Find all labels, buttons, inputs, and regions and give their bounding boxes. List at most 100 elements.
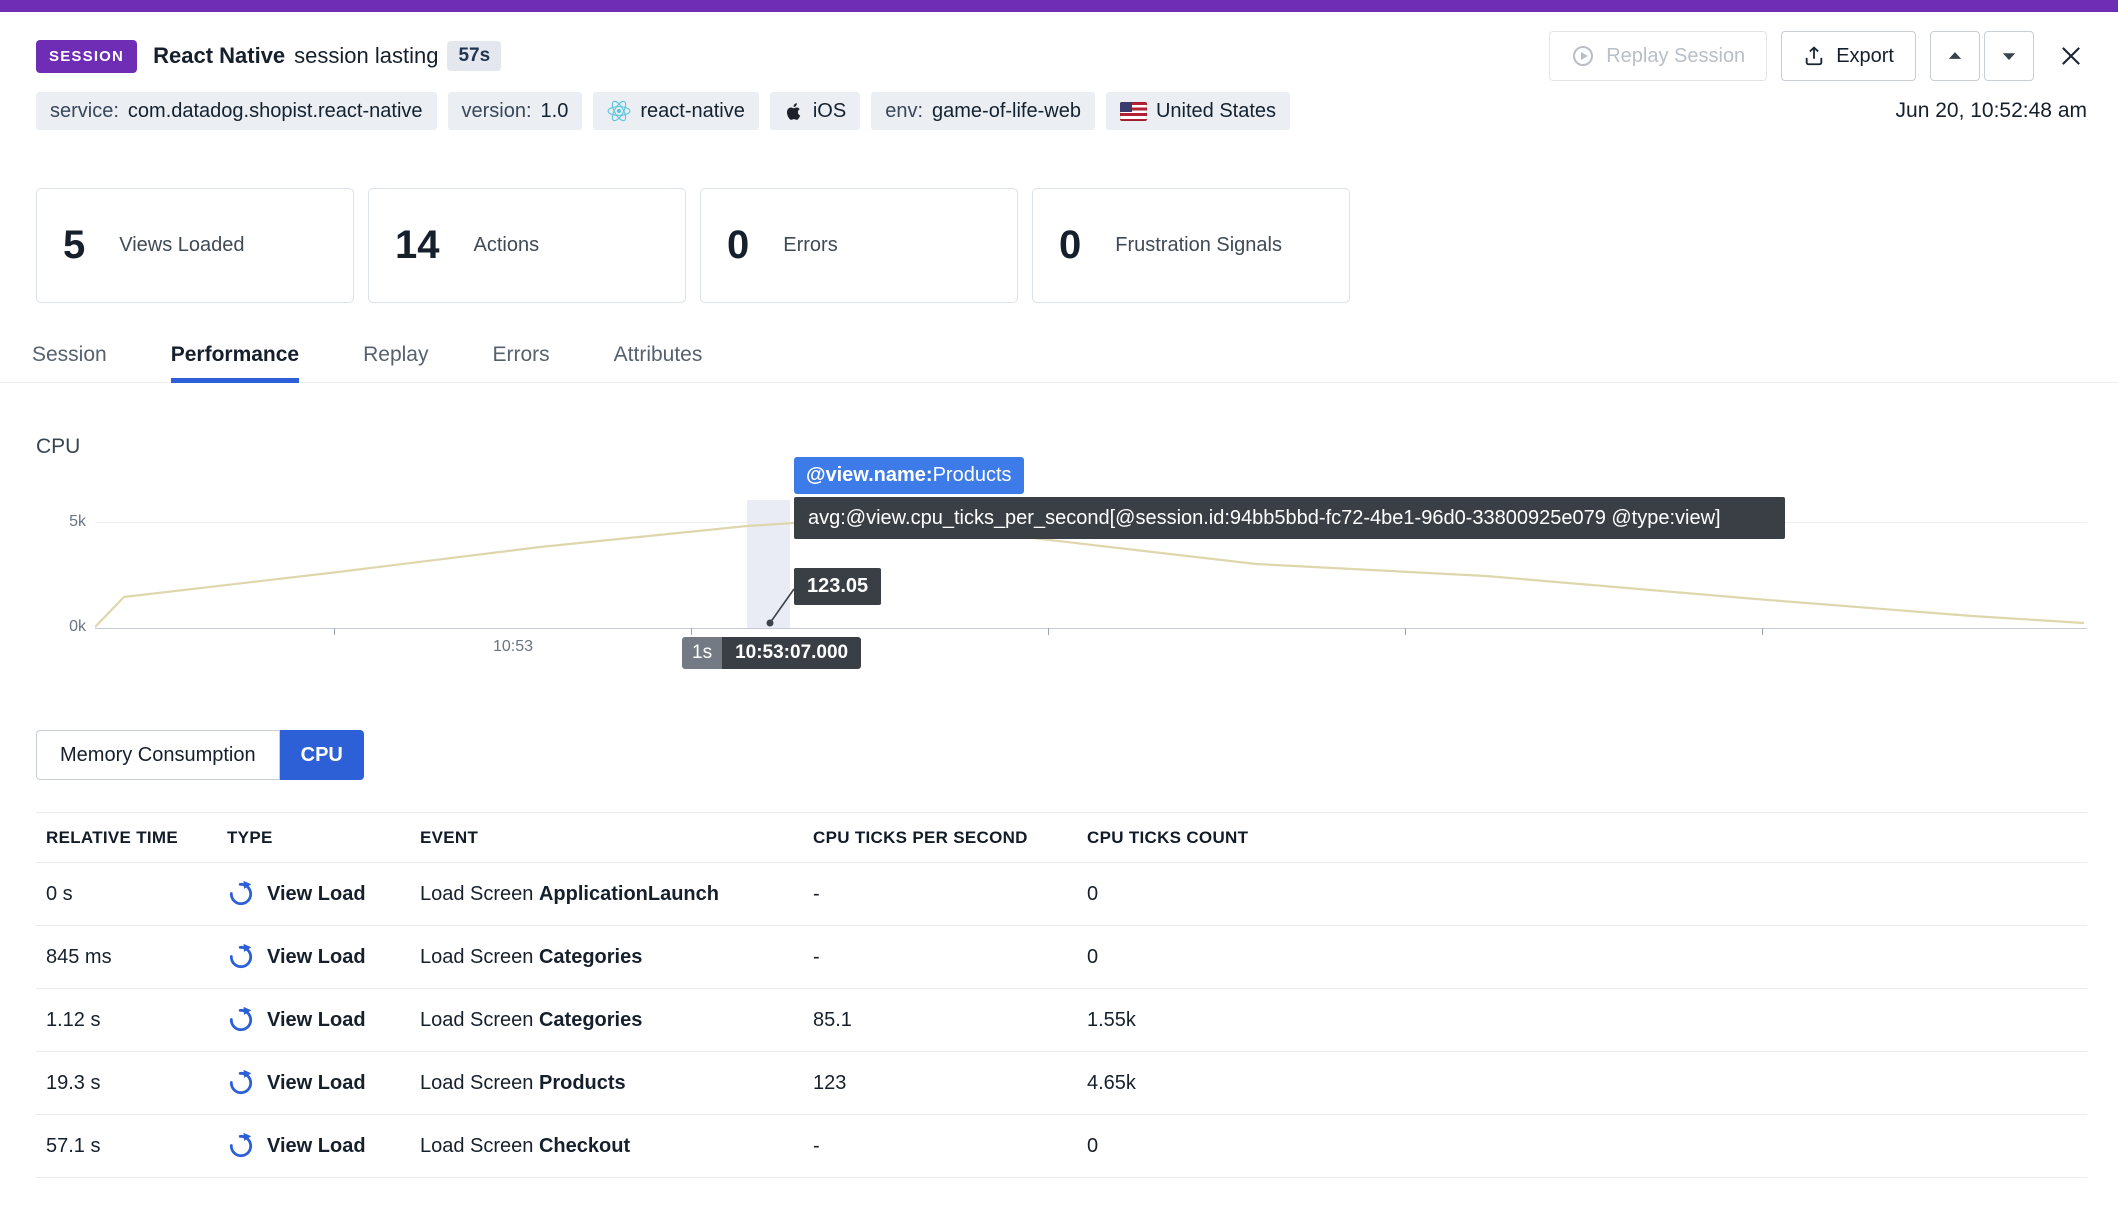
tab-replay[interactable]: Replay bbox=[363, 343, 429, 366]
relative-time-cell: 0 s bbox=[46, 882, 73, 905]
tag-value: United States bbox=[1155, 99, 1277, 122]
export-icon bbox=[1803, 45, 1825, 67]
previous-session-button[interactable] bbox=[1930, 31, 1980, 81]
next-session-button[interactable] bbox=[1984, 31, 2034, 81]
event-prefix: Load Screen bbox=[420, 1071, 534, 1094]
export-label: Export bbox=[1836, 44, 1894, 67]
close-button[interactable] bbox=[2048, 33, 2094, 79]
tag-value: com.datadog.shopist.react-native bbox=[127, 99, 423, 122]
type-label: View Load bbox=[267, 882, 366, 905]
session-badge: SESSION bbox=[36, 39, 138, 73]
tag-key: version: bbox=[461, 99, 532, 122]
event-cell: Load Screen ApplicationLaunch bbox=[410, 883, 803, 906]
title-app-name: React Native bbox=[153, 43, 286, 68]
table-row[interactable]: 0 s View Load Load Screen ApplicationLau… bbox=[36, 863, 2087, 926]
stat-value: 0 bbox=[727, 223, 750, 267]
replay-session-button[interactable]: Replay Session bbox=[1549, 31, 1768, 81]
tag-value: 1.0 bbox=[540, 99, 569, 122]
tag-key: env: bbox=[885, 99, 924, 122]
ticks-per-second-cell: - bbox=[813, 1134, 820, 1157]
cpu-chart-section: CPU 5k 0k 10:53 @view.name: Products avg:… bbox=[0, 421, 2118, 681]
session-header: SESSION React Native session lasting 57s… bbox=[0, 12, 2118, 82]
stat-card-actions: 14 Actions bbox=[368, 188, 686, 303]
duration-badge: 57s bbox=[447, 41, 502, 71]
table-row[interactable]: 57.1 s View Load Load Screen Checkout - … bbox=[36, 1115, 2087, 1178]
tag-service[interactable]: service: com.datadog.shopist.react-native bbox=[36, 92, 437, 130]
axis-tick bbox=[691, 628, 692, 635]
event-name: Checkout bbox=[538, 1134, 631, 1157]
tooltip-bucket: 1s bbox=[682, 637, 723, 669]
col-cpu-ticks-count: CPU TICKS COUNT bbox=[1087, 827, 1249, 847]
event-prefix: Load Screen bbox=[420, 945, 534, 968]
axis-tick bbox=[1048, 628, 1049, 635]
type-cell: View Load bbox=[217, 1132, 410, 1160]
ticks-count-cell: 0 bbox=[1087, 1134, 1099, 1157]
axis-tick bbox=[1405, 628, 1406, 635]
tag-version[interactable]: version: 1.0 bbox=[447, 92, 583, 130]
caret-down-icon bbox=[2000, 47, 2018, 65]
title-text: session lasting bbox=[294, 43, 439, 68]
event-name: Categories bbox=[538, 945, 643, 968]
memory-consumption-toggle[interactable]: Memory Consumption bbox=[36, 730, 280, 780]
tooltip-filter-badge: @view.name: Products bbox=[794, 457, 1024, 494]
tooltip-filter-value: Products bbox=[932, 464, 1012, 486]
event-name: Products bbox=[538, 1071, 626, 1094]
tab-attributes[interactable]: Attributes bbox=[613, 343, 703, 366]
y-axis-label-top: 5k bbox=[69, 513, 86, 530]
ticks-per-second-cell: 123 bbox=[813, 1071, 847, 1094]
stat-value: 0 bbox=[1059, 223, 1082, 267]
event-prefix: Load Screen bbox=[420, 1008, 534, 1031]
type-label: View Load bbox=[267, 945, 366, 968]
event-name: ApplicationLaunch bbox=[538, 882, 719, 905]
metric-toggle: Memory Consumption CPU bbox=[36, 730, 2118, 780]
tag-os[interactable]: iOS bbox=[769, 92, 861, 130]
ticks-per-second-cell: - bbox=[813, 882, 820, 905]
relative-time-cell: 845 ms bbox=[46, 945, 112, 968]
header-actions: Replay Session Export bbox=[1549, 31, 2094, 81]
stat-value: 14 bbox=[395, 223, 440, 267]
col-cpu-ticks-per-second: CPU TICKS PER SECOND bbox=[813, 827, 1028, 847]
tag-value: game-of-life-web bbox=[932, 99, 1081, 122]
relative-time-cell: 1.12 s bbox=[46, 1008, 101, 1031]
export-button[interactable]: Export bbox=[1781, 31, 1916, 81]
apple-icon bbox=[784, 100, 804, 123]
event-cell: Load Screen Products bbox=[410, 1072, 803, 1095]
type-cell: View Load bbox=[217, 880, 410, 908]
tag-country[interactable]: United States bbox=[1105, 92, 1291, 130]
view-load-icon bbox=[227, 1006, 255, 1034]
tab-performance[interactable]: Performance bbox=[170, 343, 300, 383]
stat-label: Frustration Signals bbox=[1115, 234, 1282, 256]
stat-label: Actions bbox=[473, 234, 540, 256]
view-load-icon bbox=[227, 943, 255, 971]
tag-framework[interactable]: react-native bbox=[593, 92, 759, 130]
table-row[interactable]: 19.3 s View Load Load Screen Products 12… bbox=[36, 1052, 2087, 1115]
tab-errors[interactable]: Errors bbox=[492, 343, 550, 366]
chart-hover-band bbox=[747, 500, 790, 628]
ticks-per-second-cell: 85.1 bbox=[813, 1008, 852, 1031]
relative-time-cell: 57.1 s bbox=[46, 1134, 101, 1157]
event-prefix: Load Screen bbox=[420, 882, 534, 905]
top-accent-bar bbox=[0, 0, 2118, 12]
replay-label: Replay Session bbox=[1606, 44, 1746, 67]
col-relative-time: RELATIVE TIME bbox=[46, 827, 179, 847]
tag-env[interactable]: env: game-of-life-web bbox=[871, 92, 1095, 130]
y-axis-label-bottom: 0k bbox=[69, 618, 86, 635]
event-cell: Load Screen Categories bbox=[410, 946, 803, 969]
col-event: EVENT bbox=[420, 827, 479, 847]
table-row[interactable]: 1.12 s View Load Load Screen Categories … bbox=[36, 989, 2087, 1052]
tab-session[interactable]: Session bbox=[32, 343, 107, 366]
table-row[interactable]: 845 ms View Load Load Screen Categories … bbox=[36, 926, 2087, 989]
type-label: View Load bbox=[267, 1134, 366, 1157]
events-table: RELATIVE TIME TYPE EVENT CPU TICKS PER S… bbox=[36, 812, 2087, 1178]
ticks-count-cell: 1.55k bbox=[1087, 1008, 1136, 1031]
stat-card-errors: 0 Errors bbox=[700, 188, 1018, 303]
session-nav-buttons bbox=[1930, 31, 2034, 81]
type-cell: View Load bbox=[217, 1006, 410, 1034]
tooltip-filter-key: @view.name: bbox=[806, 464, 933, 486]
axis-tick bbox=[1762, 628, 1763, 635]
ticks-count-cell: 0 bbox=[1087, 945, 1099, 968]
cpu-toggle[interactable]: CPU bbox=[279, 730, 364, 780]
us-flag-icon bbox=[1119, 101, 1147, 121]
tab-bar: Session Performance Replay Errors Attrib… bbox=[0, 343, 2118, 383]
event-cell: Load Screen Categories bbox=[410, 1009, 803, 1032]
